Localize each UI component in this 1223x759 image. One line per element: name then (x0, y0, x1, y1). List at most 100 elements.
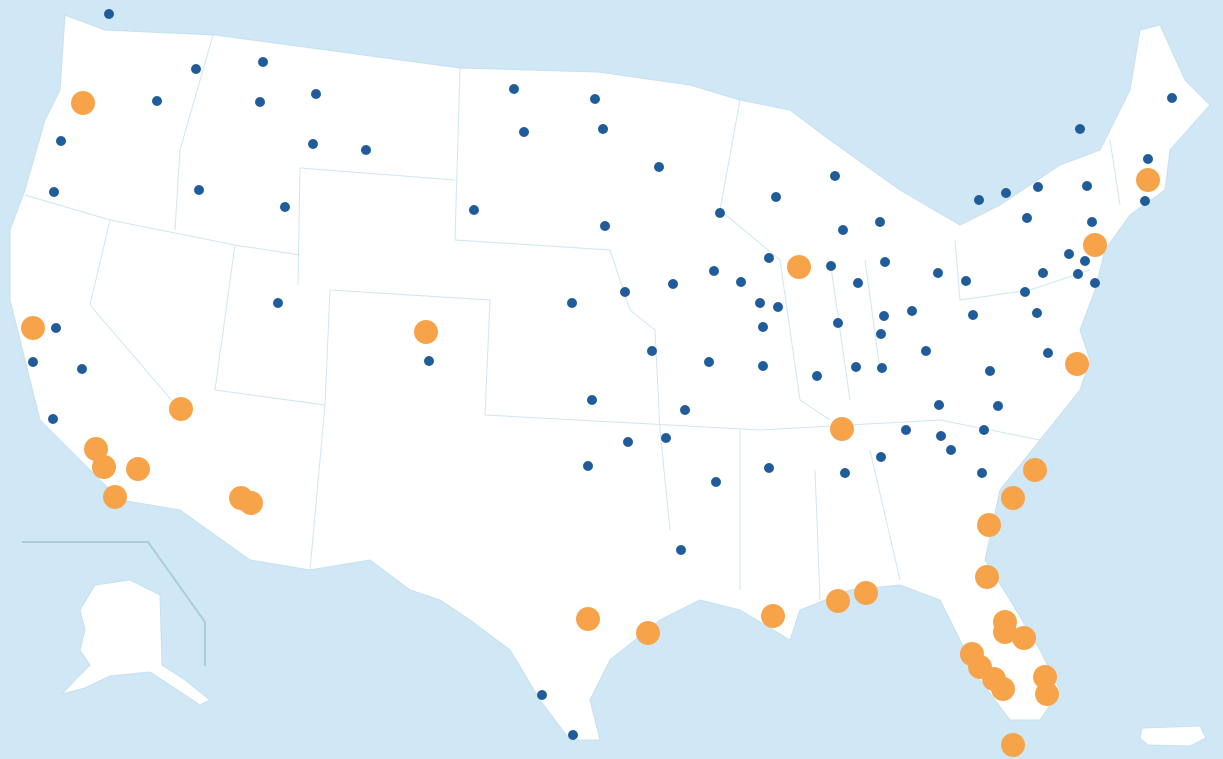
small-marker (1022, 213, 1032, 223)
small-marker (509, 84, 519, 94)
large-marker (636, 621, 660, 645)
small-marker (258, 57, 268, 67)
large-marker (239, 491, 263, 515)
small-marker (771, 192, 781, 202)
small-marker (826, 261, 836, 271)
small-marker (28, 357, 38, 367)
large-marker (787, 255, 811, 279)
small-marker (191, 64, 201, 74)
small-marker (598, 124, 608, 134)
large-marker (84, 437, 108, 461)
small-marker (1020, 287, 1030, 297)
small-marker (1038, 268, 1048, 278)
small-marker (879, 311, 889, 321)
small-marker (812, 371, 822, 381)
large-marker (977, 513, 1001, 537)
small-marker (977, 468, 987, 478)
small-marker (600, 221, 610, 231)
large-marker (993, 620, 1017, 644)
small-marker (49, 187, 59, 197)
large-marker (1083, 233, 1107, 257)
small-marker (875, 217, 885, 227)
large-marker (975, 565, 999, 589)
large-marker (1023, 458, 1047, 482)
small-marker (933, 268, 943, 278)
large-marker (71, 91, 95, 115)
small-marker (77, 364, 87, 374)
small-marker (1043, 348, 1053, 358)
small-marker (1090, 278, 1100, 288)
small-marker (587, 395, 597, 405)
small-marker (104, 9, 114, 19)
small-marker (152, 96, 162, 106)
large-marker (1136, 168, 1160, 192)
small-marker (901, 425, 911, 435)
small-marker (519, 127, 529, 137)
small-marker (424, 356, 434, 366)
large-marker (1001, 733, 1025, 757)
small-marker (311, 89, 321, 99)
large-marker (1012, 626, 1036, 650)
large-marker (576, 607, 600, 631)
contiguous-us (9, 14, 1211, 741)
small-marker (680, 405, 690, 415)
large-marker (991, 677, 1015, 701)
small-marker (1032, 308, 1042, 318)
small-marker (840, 468, 850, 478)
small-marker (704, 357, 714, 367)
small-marker (758, 361, 768, 371)
large-marker (126, 457, 150, 481)
large-marker (1035, 682, 1059, 706)
small-marker (1087, 217, 1097, 227)
small-marker (194, 185, 204, 195)
small-markers (28, 9, 1177, 740)
small-marker (623, 437, 633, 447)
large-marker (103, 485, 127, 509)
large-marker (169, 397, 193, 421)
large-marker (826, 589, 850, 613)
small-marker (876, 329, 886, 339)
small-marker (568, 730, 578, 740)
large-marker (830, 417, 854, 441)
small-marker (758, 322, 768, 332)
small-marker (711, 477, 721, 487)
small-marker (764, 463, 774, 473)
small-marker (877, 363, 887, 373)
small-marker (851, 362, 861, 372)
alaska (60, 579, 211, 706)
small-marker (48, 414, 58, 424)
small-marker (661, 433, 671, 443)
puerto-rico (1139, 725, 1207, 747)
small-marker (647, 346, 657, 356)
small-marker (876, 452, 886, 462)
small-marker (974, 195, 984, 205)
small-marker (921, 346, 931, 356)
small-marker (736, 277, 746, 287)
small-marker (880, 257, 890, 267)
small-marker (676, 545, 686, 555)
large-marker (761, 604, 785, 628)
small-marker (1001, 188, 1011, 198)
small-marker (830, 171, 840, 181)
small-marker (361, 145, 371, 155)
small-marker (1033, 182, 1043, 192)
small-marker (773, 302, 783, 312)
small-marker (654, 162, 664, 172)
large-marker (1065, 352, 1089, 376)
small-marker (1082, 181, 1092, 191)
small-marker (993, 401, 1003, 411)
small-marker (668, 279, 678, 289)
large-marker (21, 316, 45, 340)
small-marker (1080, 256, 1090, 266)
small-marker (934, 400, 944, 410)
small-marker (946, 445, 956, 455)
small-marker (979, 425, 989, 435)
small-marker (1064, 249, 1074, 259)
small-marker (567, 298, 577, 308)
small-marker (255, 97, 265, 107)
large-marker (414, 320, 438, 344)
small-marker (1143, 154, 1153, 164)
small-marker (968, 310, 978, 320)
